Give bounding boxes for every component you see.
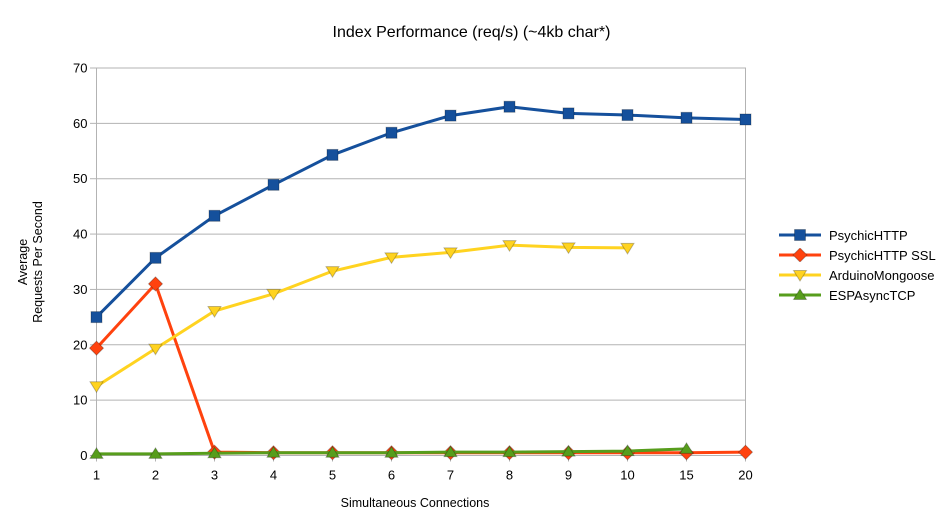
series-line <box>95 282 747 455</box>
data-point-marker <box>325 445 340 458</box>
legend-item-psychichttp: PsychicHTTP <box>778 225 936 245</box>
y-tick-label: 20 <box>73 337 87 352</box>
data-point-marker <box>502 240 517 253</box>
x-tick-label: 2 <box>152 468 159 483</box>
data-point-marker <box>679 441 694 454</box>
y-tick-label: 40 <box>73 227 87 242</box>
x-axis-title: Simultaneous Connections <box>340 496 490 510</box>
legend-label: PsychicHTTP <box>829 227 908 243</box>
data-point-marker <box>147 276 164 292</box>
x-tick-label: 20 <box>738 468 752 483</box>
data-point-marker <box>503 100 516 113</box>
y-tick-label: 10 <box>73 393 87 408</box>
data-point-marker <box>792 270 808 282</box>
data-point-marker <box>792 288 808 300</box>
legend: PsychicHTTP PsychicHTTP SSL ArduinoMongo… <box>778 225 936 305</box>
data-point-marker <box>266 445 281 458</box>
data-point-marker <box>620 444 635 457</box>
data-point-marker <box>267 178 280 191</box>
plot-border <box>96 67 746 456</box>
data-point-marker <box>207 446 222 459</box>
data-point-marker <box>444 109 457 122</box>
series-psychichttp <box>90 100 752 324</box>
x-tick-label: 10 <box>620 468 634 483</box>
legend-label: ESPAsyncTCP <box>829 287 916 303</box>
x-tick-label: 4 <box>270 468 277 483</box>
y-tick-label: 70 <box>73 61 87 76</box>
legend-label: PsychicHTTP SSL <box>829 247 936 263</box>
data-point-marker <box>680 111 693 124</box>
legend-marker-arduinomongoose <box>779 270 821 282</box>
legend-marker-espasynctcp <box>779 288 821 300</box>
data-point-marker <box>149 251 162 264</box>
data-point-marker <box>739 113 752 126</box>
chart-title: Index Performance (req/s) (~4kb char*) <box>332 24 611 41</box>
x-tick-label: 15 <box>679 468 693 483</box>
series-espasynctcp <box>89 441 694 459</box>
data-point-marker <box>384 445 399 458</box>
data-point-marker <box>89 446 104 459</box>
legend-marker-psychichttp-ssl <box>779 248 821 262</box>
y-axis-title-line2: Requests Per Second <box>31 201 45 323</box>
series-line <box>95 243 629 388</box>
data-point-marker <box>90 311 103 324</box>
x-tick-label: 6 <box>388 468 395 483</box>
y-tick-label: 60 <box>73 116 87 131</box>
data-point-marker <box>794 229 806 241</box>
data-point-marker <box>325 266 340 279</box>
data-point-marker <box>385 126 398 139</box>
series-psychichttp-ssl <box>88 276 754 461</box>
legend-item-espasynctcp: ESPAsyncTCP <box>778 285 936 305</box>
legend-item-psychichttp-ssl: PsychicHTTP SSL <box>778 245 936 265</box>
legend-marker-psychichttp <box>779 229 821 241</box>
data-point-marker <box>443 247 458 260</box>
data-point-marker <box>207 306 222 318</box>
data-point-marker <box>792 248 808 262</box>
x-tick-label: 3 <box>211 468 218 483</box>
x-tick-label: 7 <box>447 468 454 483</box>
data-point-marker <box>620 242 635 255</box>
x-tick-label: 5 <box>329 468 336 483</box>
y-axis-title-line1: Average <box>16 238 30 286</box>
data-point-marker <box>562 107 575 120</box>
x-tick-label: 8 <box>506 468 513 483</box>
data-point-marker <box>561 242 576 255</box>
data-point-marker <box>148 343 163 356</box>
data-point-marker <box>266 288 281 301</box>
y-tick-label: 50 <box>73 171 87 186</box>
data-point-marker <box>443 445 458 458</box>
legend-item-arduinomongoose: ArduinoMongoose <box>778 265 936 285</box>
legend-label: ArduinoMongoose <box>829 267 935 283</box>
x-tick-label: 9 <box>565 468 572 483</box>
series-arduinomongoose <box>89 240 635 394</box>
x-tick-label: 1 <box>93 468 100 483</box>
data-point-marker <box>88 340 105 356</box>
data-point-marker <box>561 444 576 457</box>
data-point-marker <box>89 381 104 394</box>
data-point-marker <box>384 252 399 265</box>
data-point-marker <box>148 446 163 459</box>
data-point-marker <box>621 109 634 122</box>
series-line <box>95 105 747 319</box>
data-point-marker <box>208 209 221 222</box>
y-axis-title: Average Requests Per Second <box>16 201 46 323</box>
data-point-marker <box>326 148 339 161</box>
data-point-marker <box>737 444 754 460</box>
y-tick-label: 30 <box>73 282 87 297</box>
y-tick-label: 0 <box>80 448 87 463</box>
data-point-marker <box>502 445 517 458</box>
